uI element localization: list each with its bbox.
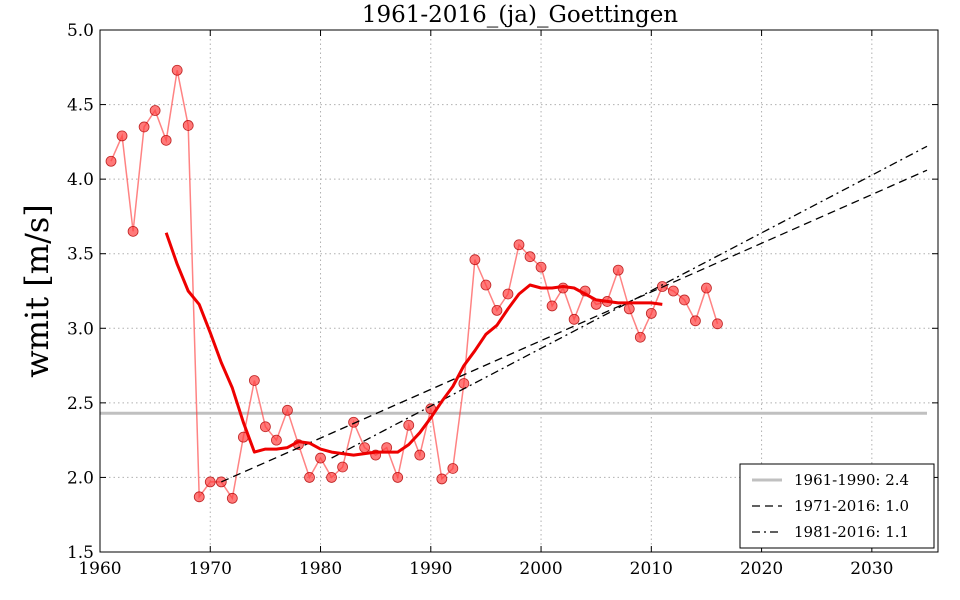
data-point <box>645 307 657 319</box>
data-point <box>524 251 536 263</box>
data-point <box>127 225 139 237</box>
data-point <box>149 105 161 116</box>
data-point <box>690 315 701 327</box>
data-point <box>491 304 503 316</box>
x-tick-label: 2030 <box>850 559 893 579</box>
data-point <box>667 285 679 297</box>
y-tick-label: 3.5 <box>67 245 94 265</box>
data-point <box>623 303 635 315</box>
x-tick-label: 1960 <box>78 559 121 579</box>
data-point <box>546 300 558 312</box>
chart-title: 1961-2016_(ja)_Goettingen <box>362 2 678 28</box>
x-tick-label: 1990 <box>409 559 452 579</box>
x-tick-label: 2010 <box>630 559 673 579</box>
data-point <box>359 442 371 454</box>
data-point <box>403 419 415 431</box>
observation-line <box>110 70 719 501</box>
plot-frame <box>99 29 939 553</box>
data-point <box>226 492 238 504</box>
data-point <box>392 472 404 483</box>
data-point <box>502 288 514 300</box>
data-point <box>568 313 580 325</box>
data-point <box>171 64 183 76</box>
data-point <box>138 121 150 133</box>
x-tick-label: 1980 <box>299 559 342 579</box>
y-tick-label: 3.0 <box>67 319 94 339</box>
legend: 1961-1990: 2.4 1971-2016: 1.0 1981-2016: 1… <box>739 463 935 549</box>
y-axis-label: wmit [m/s] <box>18 204 56 378</box>
y-tick-label: 2.0 <box>67 468 94 488</box>
data-point <box>204 476 216 488</box>
legend-label: 1971-2016: 1.0 <box>794 497 909 515</box>
y-tick-label: 5.0 <box>67 21 94 41</box>
data-point <box>612 264 624 276</box>
legend-label: 1981-2016: 1.1 <box>794 523 909 541</box>
data-point <box>282 404 293 416</box>
data-point <box>259 421 271 433</box>
data-point <box>337 461 348 473</box>
data-point <box>513 239 525 251</box>
data-point <box>248 375 260 386</box>
y-tick-label: 4.0 <box>67 170 94 190</box>
data-point <box>458 378 470 389</box>
data-point <box>348 416 360 428</box>
smoothed-line <box>164 232 663 457</box>
data-point <box>182 120 194 131</box>
trend-line <box>221 169 928 483</box>
data-point <box>436 473 448 485</box>
x-tick-label: 2000 <box>519 559 562 579</box>
data-point <box>326 472 337 483</box>
data-point <box>469 254 481 266</box>
data-point <box>447 463 459 474</box>
data-point <box>160 134 172 146</box>
x-tick-label: 2020 <box>740 559 783 579</box>
plot-series <box>100 64 928 504</box>
data-point <box>535 261 547 273</box>
data-point <box>480 279 492 291</box>
y-tick-label: 2.5 <box>67 394 94 414</box>
data-point <box>634 331 646 343</box>
data-point <box>193 491 205 503</box>
legend-label: 1961-1990: 2.4 <box>794 471 909 489</box>
data-point <box>414 449 426 461</box>
data-point <box>116 130 128 142</box>
data-point <box>215 476 227 488</box>
axis-ticks: 1960 1970 1980 1990 2000 2010 2020 2030 1.5 2.0 2.… <box>67 21 938 579</box>
y-tick-label: 1.5 <box>67 543 94 563</box>
data-point <box>271 434 282 446</box>
data-point <box>315 452 326 464</box>
data-point <box>105 155 117 167</box>
x-tick-label: 1970 <box>189 559 232 579</box>
data-point <box>678 294 690 306</box>
y-tick-label: 4.5 <box>67 96 94 116</box>
data-point <box>304 472 315 483</box>
data-point <box>701 282 712 294</box>
data-point <box>712 318 723 330</box>
